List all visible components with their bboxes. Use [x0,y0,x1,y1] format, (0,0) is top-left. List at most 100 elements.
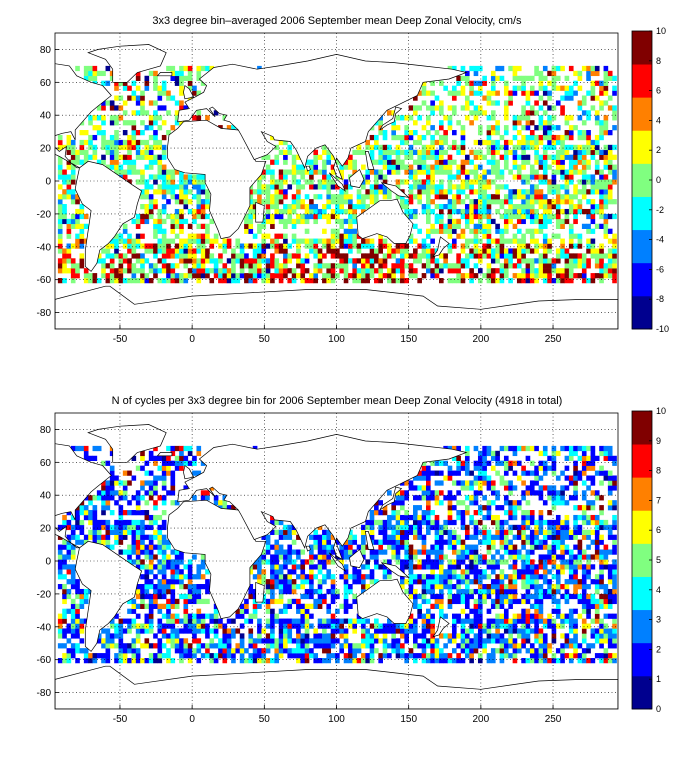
bin-cell [603,115,609,121]
bin-cell [326,608,332,614]
bin-cell [508,258,513,264]
bin-cell [261,238,267,244]
bin-cell [101,643,106,649]
bin-cell [361,579,366,585]
bin-cell [148,569,154,575]
bin-cell [430,569,435,575]
bin-cell [313,164,319,170]
bin-cell [92,70,98,77]
bin-cell [313,213,319,220]
bin-cell [179,223,184,229]
bin-cell [404,253,409,259]
bin-cell [577,579,583,585]
bin-cell [66,569,72,575]
colorbar-tick-label: -6 [656,264,664,274]
bin-cell [586,574,591,580]
bin-cell [438,218,444,225]
bin-cell [265,603,271,609]
bin-cell [529,144,535,151]
bin-cell [140,588,145,595]
bin-cell [421,204,427,210]
bin-cell [473,199,479,205]
bin-cell [244,228,249,234]
bin-cell [607,238,613,244]
bin-cell [534,228,539,234]
bin-cell [460,539,466,545]
bin-cell [226,648,232,654]
bin-cell [426,218,431,225]
bin-cell [183,273,189,279]
bin-cell [66,519,72,526]
bin-cell [612,524,617,531]
bin-cell [378,529,383,535]
bin-cell [534,278,539,284]
bin-cell [218,623,223,629]
bin-cell [477,628,483,634]
bin-cell [590,273,596,279]
bin-cell [521,643,526,649]
bin-cell [374,278,379,284]
bin-cell [490,618,496,624]
bin-cell [114,253,119,259]
bin-cell [391,278,396,284]
bin-cell [460,618,466,624]
bin-cell [486,243,492,249]
bin-cell [170,223,176,229]
y-tick-label: 60 [40,78,52,89]
bin-cell [490,85,496,91]
bin-cell [313,194,319,200]
bin-cell [369,268,375,274]
bin-cell [374,258,379,264]
bin-cell [594,628,600,634]
bin-cell [473,648,479,654]
bin-cell [508,199,513,205]
bin-cell [603,194,609,200]
bin-cell [603,223,609,229]
bin-cell [469,618,474,624]
bin-cell [335,253,340,259]
bin-cell [161,588,167,595]
bin-cell [551,184,557,190]
bin-cell [607,248,613,254]
bin-cell [547,80,552,86]
bin-cell [296,618,301,624]
bin-cell [96,125,102,131]
bin-cell [590,218,596,225]
bin-cell [140,273,145,279]
bin-cell [568,228,574,234]
bin-cell [361,574,366,580]
bin-cell [486,179,492,185]
bin-cell [581,564,587,570]
bin-cell [192,90,197,96]
bin-cell [564,174,570,180]
bin-cell [603,263,609,269]
bin-cell [469,608,474,614]
bin-cell [70,574,76,580]
bin-cell [161,105,167,111]
bin-cell [118,164,124,170]
bin-cell [438,223,444,229]
bin-cell [395,159,401,165]
bin-cell [382,164,388,170]
bin-cell [88,273,93,279]
bin-cell [291,273,297,279]
bin-cell [495,144,500,151]
bin-cell [105,633,111,639]
bin-cell [438,228,444,234]
bin-cell [196,278,202,284]
bin-cell [339,559,345,565]
bin-cell [599,169,604,175]
bin-cell [317,633,323,639]
bin-cell [257,268,262,274]
bin-cell [421,179,427,185]
bin-cell [200,189,206,195]
bin-cell [447,248,453,254]
bin-cell [296,204,301,210]
bin-cell [135,218,141,225]
bin-cell [161,574,167,580]
bin-cell [291,564,297,570]
bin-cell [127,643,132,649]
bin-cell [551,598,557,605]
bin-cell [361,194,366,200]
bin-cell [369,623,375,629]
